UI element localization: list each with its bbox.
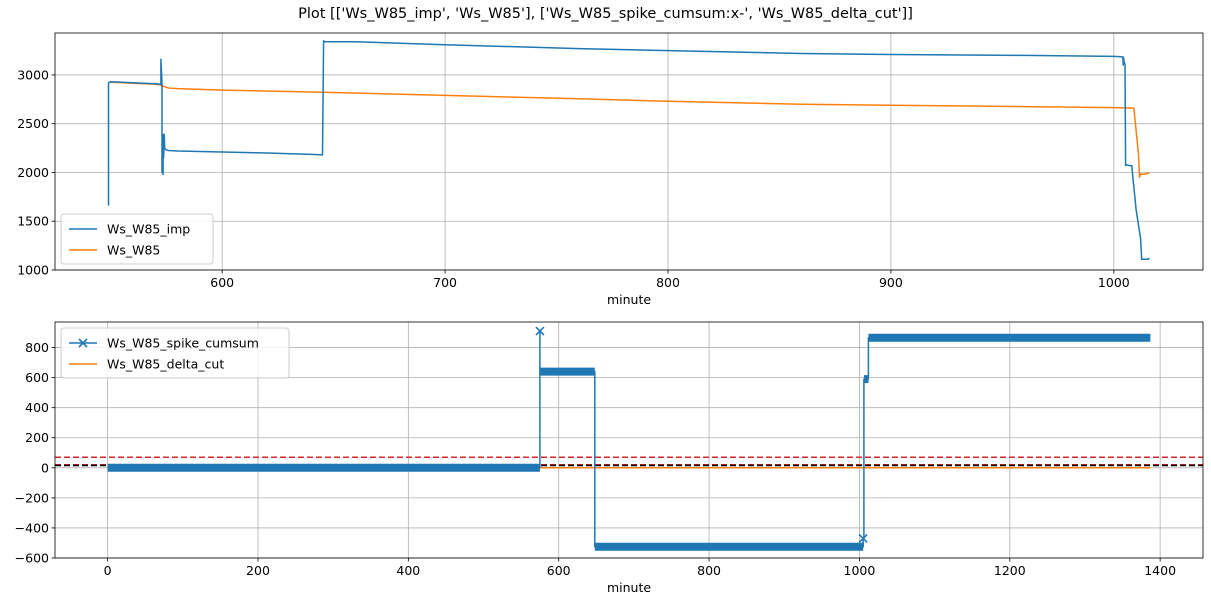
series-line-Ws_W85_imp	[107, 40, 1150, 261]
x-tick-label: 800	[656, 275, 680, 290]
figure-title: Plot [['Ws_W85_imp', 'Ws_W85'], ['Ws_W85…	[298, 6, 913, 22]
y-tick-label: 600	[25, 370, 49, 385]
y-tick-label: −400	[15, 520, 49, 535]
x-tick-label: 400	[396, 563, 420, 578]
x-axis-label: minute	[607, 580, 651, 595]
x-tick-label: 700	[433, 275, 457, 290]
x-tick-label: 1400	[1144, 563, 1176, 578]
y-tick-label: 400	[25, 400, 49, 415]
legend-box	[60, 327, 290, 379]
y-tick-label: 1500	[17, 214, 49, 229]
plot-panel-1: 600 700 800 900 1000 1000 1500 2000 2500 3000 minu…	[17, 32, 1204, 307]
y-tick-label: 2000	[17, 165, 49, 180]
legend: Ws_W85_imp Ws_W85	[60, 213, 214, 265]
y-tick-label: 800	[25, 340, 49, 355]
x-axis-label: minute	[607, 292, 651, 307]
series-line-Ws_W85	[108, 81, 1150, 179]
x-tick-label: 1200	[994, 563, 1026, 578]
x-tick-label: 600	[210, 275, 234, 290]
legend: Ws_W85_spike_cumsum Ws_W85_delta_cut	[60, 327, 290, 379]
y-tick-label: −200	[15, 490, 49, 505]
x-tick-label: 1000	[844, 563, 876, 578]
legend-label: Ws_W85_imp	[107, 222, 190, 237]
x-tick-label: 200	[246, 563, 270, 578]
legend-label: Ws_W85	[107, 243, 160, 258]
x-tick-label: 800	[697, 563, 721, 578]
y-tick-label: 3000	[17, 67, 49, 82]
axes-frame	[54, 32, 1204, 271]
y-tick-label: 1000	[17, 263, 49, 278]
x-tick-label: 900	[879, 275, 903, 290]
x-tick-label: 1000	[1098, 275, 1130, 290]
legend-box	[60, 213, 214, 265]
axes-frame	[54, 321, 1204, 559]
legend-marker	[78, 338, 88, 348]
y-tick-label: 2500	[17, 116, 49, 131]
plot-area	[107, 40, 1150, 261]
marker-x	[535, 326, 545, 336]
y-tick-label: 0	[41, 460, 49, 475]
plot-area	[55, 326, 1203, 551]
legend-label: Ws_W85_delta_cut	[107, 357, 224, 372]
y-tick-label: −600	[15, 551, 49, 566]
x-tick-label: 0	[104, 563, 112, 578]
legend-label: Ws_W85_spike_cumsum	[107, 336, 259, 351]
x-tick-label: 600	[547, 563, 571, 578]
marker-x	[858, 533, 868, 544]
y-tick-label: 200	[25, 430, 49, 445]
plot-panel-2: 0 200 400 600 800 1000 1200 1400 −600 −400 −200 0 20…	[15, 321, 1204, 595]
